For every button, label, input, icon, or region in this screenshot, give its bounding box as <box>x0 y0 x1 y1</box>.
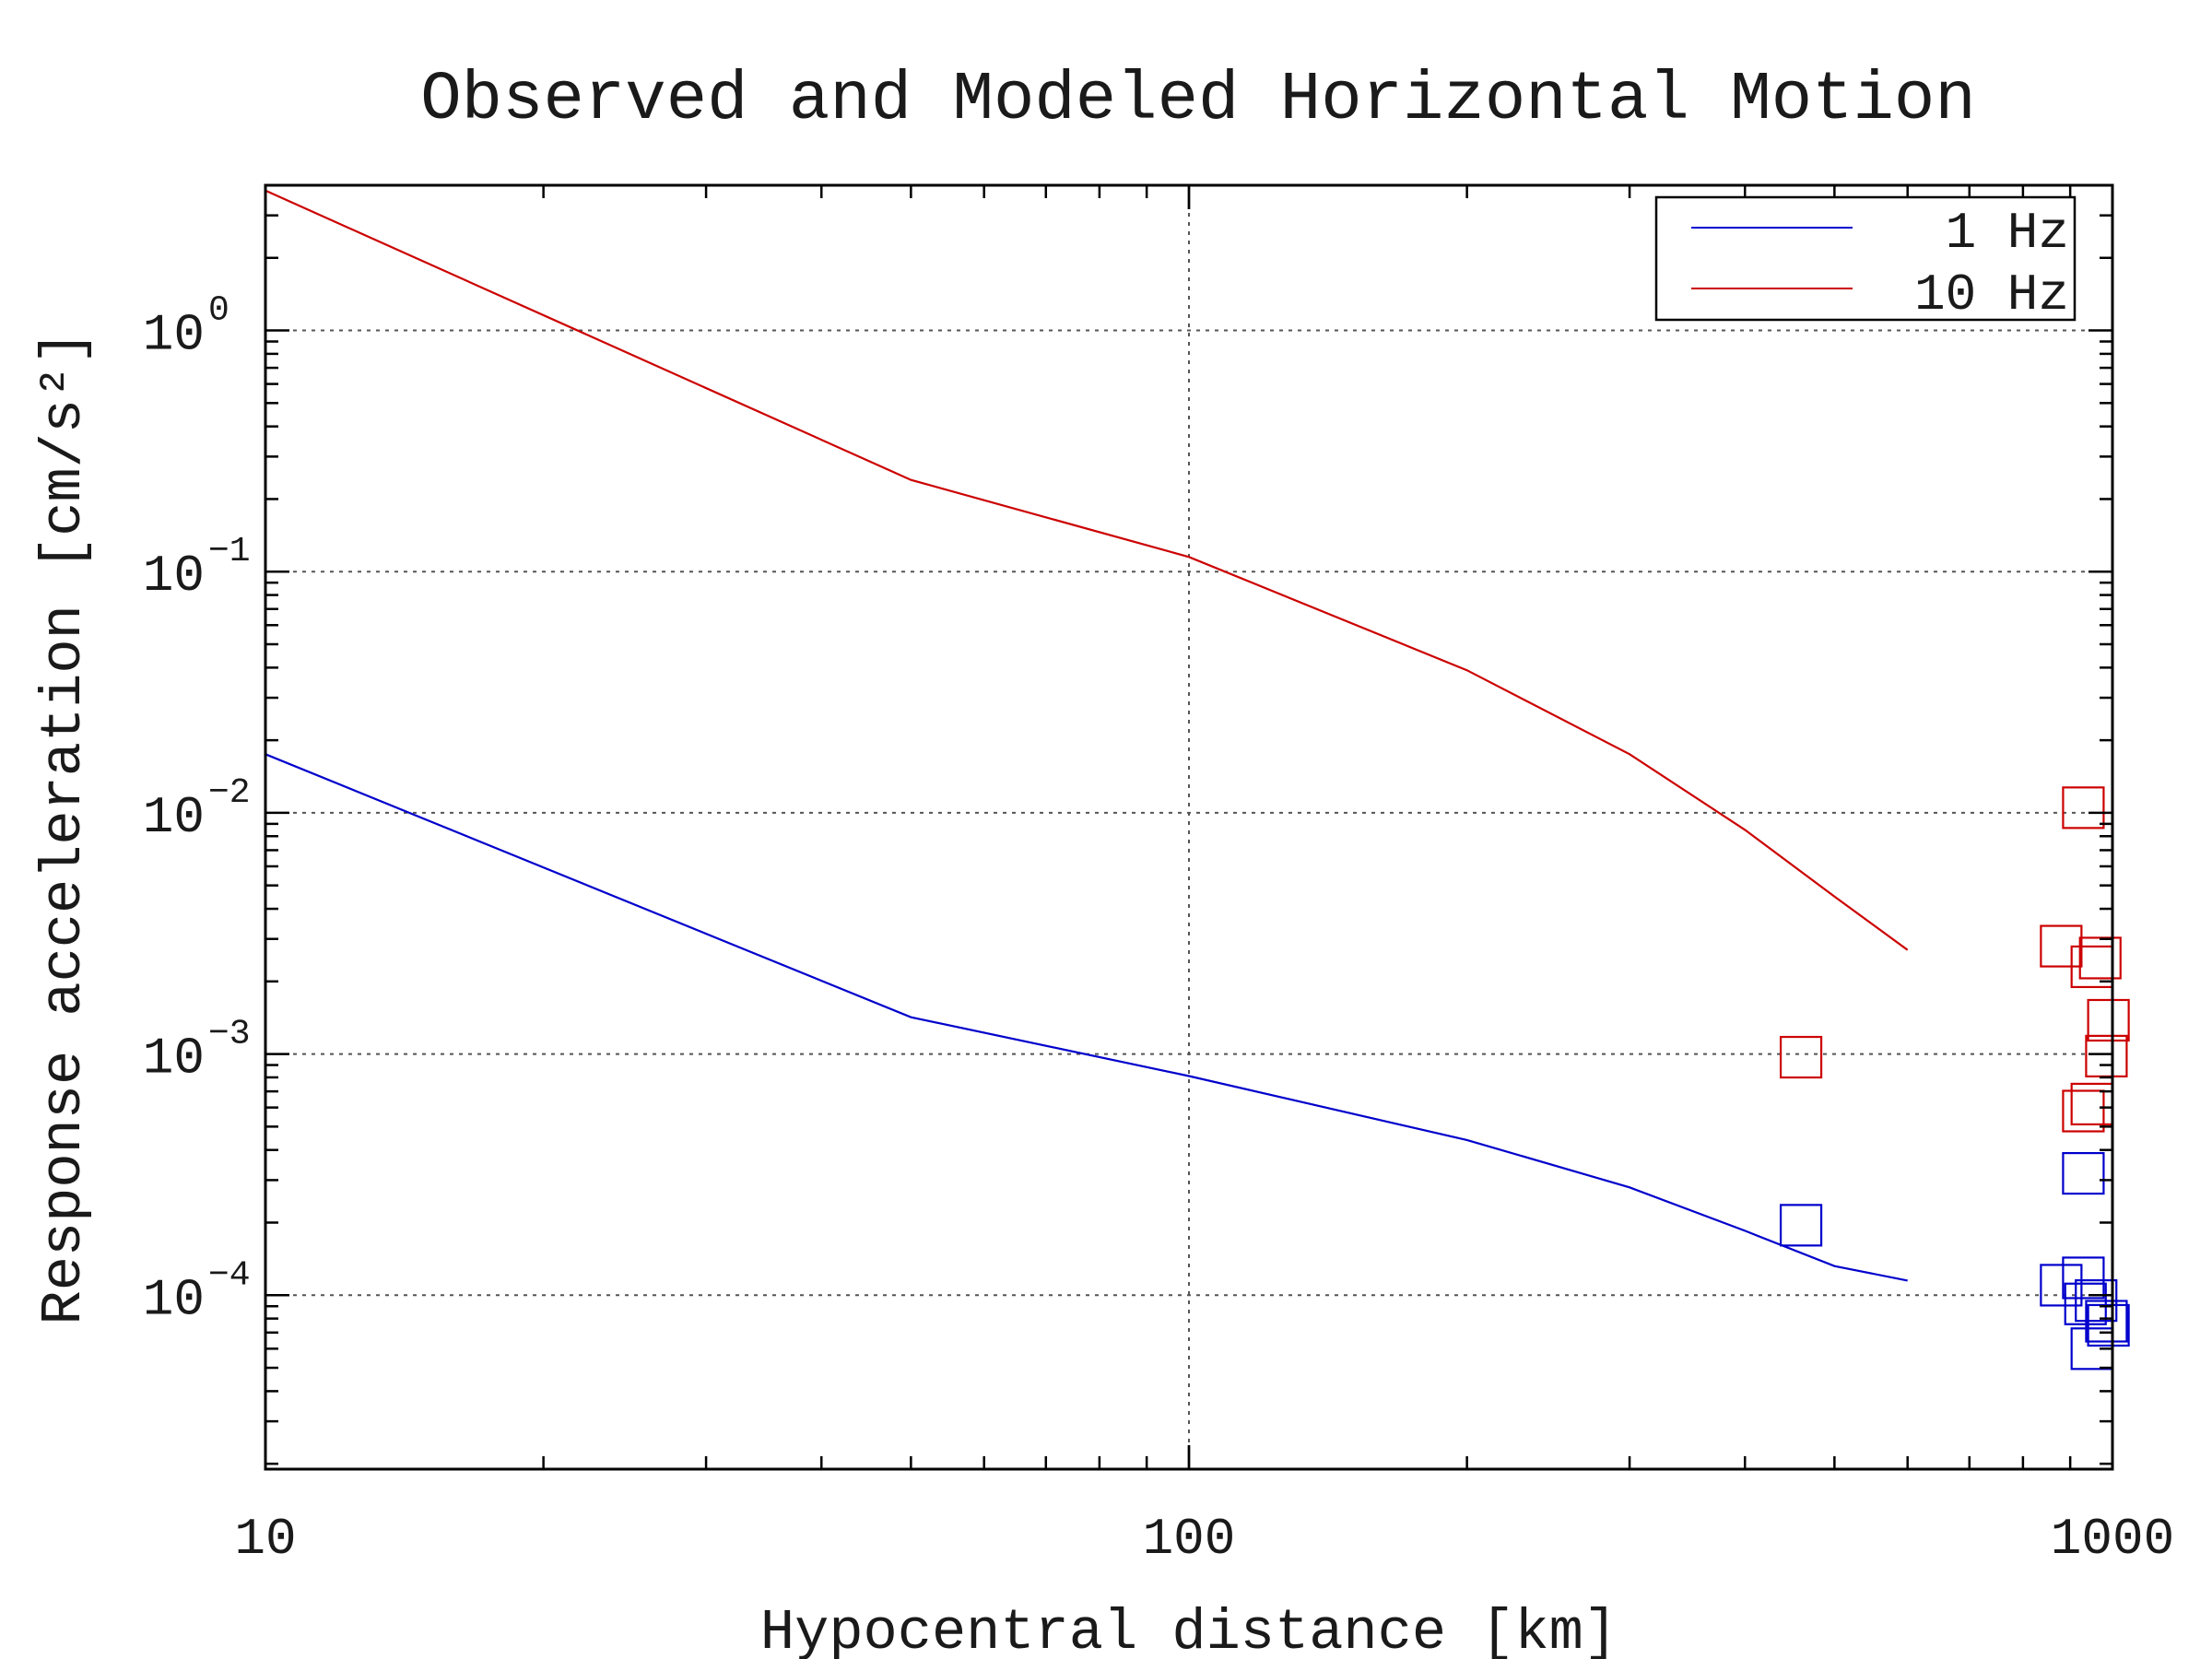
observed-markers <box>1779 786 2130 1371</box>
observed-marker-10hz <box>2062 786 2105 830</box>
observed-marker-10hz <box>2085 1034 2128 1077</box>
observed-marker-1hz <box>1779 1204 1823 1247</box>
y-tick-exponent: 0 <box>208 291 229 331</box>
observed-marker-10hz <box>2078 936 2122 980</box>
legend-label-1hz: 1 Hz <box>1946 204 2069 263</box>
axis-ticks <box>264 183 2114 1469</box>
series-line-10hz <box>265 189 1909 951</box>
series-line-1hz <box>265 753 1908 1282</box>
legend-label-10hz: 10 Hz <box>1914 265 2069 324</box>
grid <box>265 185 2112 1469</box>
x-tick-label: 100 <box>1143 1510 1236 1569</box>
y-tick-exponent: −2 <box>208 773 251 813</box>
x-axis-title: Hypocentral distance [km] <box>760 1600 1618 1659</box>
observed-marker-10hz <box>2062 1089 2105 1133</box>
y-tick-exponent: −3 <box>208 1015 251 1054</box>
x-tick-labels: 10 100 1000 <box>234 1510 2174 1569</box>
x-tick-label: 10 <box>234 1510 296 1569</box>
observed-marker-1hz <box>2085 1300 2128 1343</box>
y-tick-label: 10 <box>143 1270 205 1329</box>
y-tick-exponent: −1 <box>208 532 251 571</box>
x-tick-label: 1000 <box>2051 1510 2174 1569</box>
legend-box <box>1654 195 2077 322</box>
y-tick-label: 10 <box>143 547 205 606</box>
y-axis-title: Response acceleration [cm/s²] <box>31 331 97 1325</box>
observed-marker-1hz <box>2040 1264 2083 1307</box>
y-tick-exponent: −4 <box>208 1255 251 1295</box>
observed-marker-10hz <box>1779 1035 1823 1079</box>
observed-marker-10hz <box>2087 998 2130 1042</box>
series-lines <box>265 189 1909 1282</box>
y-tick-label: 10 <box>143 306 205 365</box>
observed-marker-1hz <box>2062 1151 2105 1195</box>
observed-marker-1hz <box>2062 1256 2105 1300</box>
plot-frame <box>264 183 2114 1471</box>
y-tick-label: 10 <box>143 788 205 847</box>
legend: 1 Hz 10 Hz <box>1654 195 2077 324</box>
y-tick-label: 10 <box>143 1030 205 1088</box>
observed-marker-1hz <box>2087 1303 2130 1347</box>
chart-title: Observed and Modeled Horizontal Motion <box>420 62 1975 139</box>
